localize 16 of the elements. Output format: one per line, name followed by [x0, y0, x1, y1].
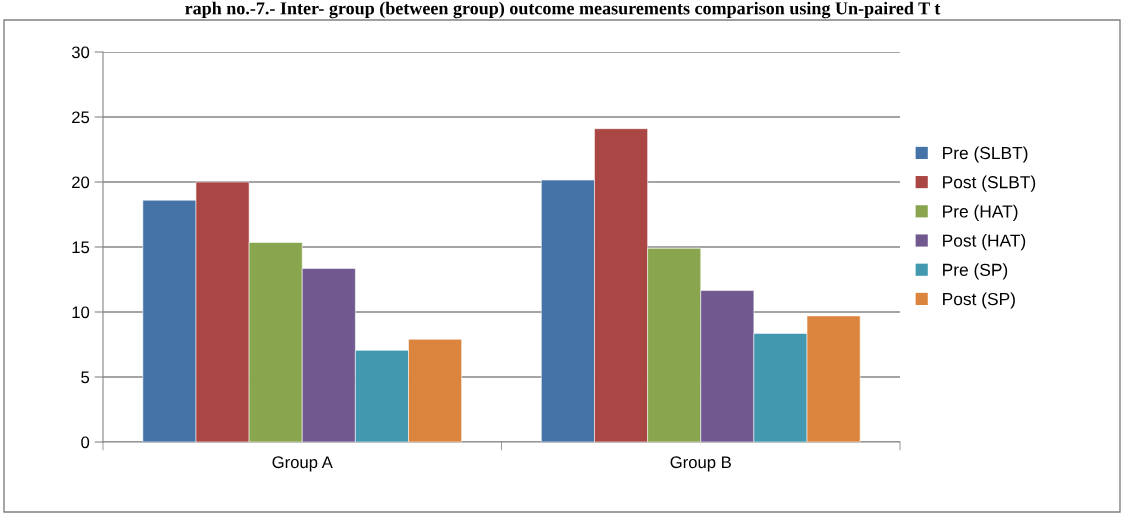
y-tick-label: 0 — [81, 436, 90, 449]
y-tick-label: 10 — [72, 306, 90, 319]
legend-label: Pre (SP) — [943, 263, 1008, 280]
x-tick-label: Group A — [272, 456, 333, 472]
y-tick-label: 15 — [72, 241, 90, 254]
x-tick-label: Group B — [670, 456, 731, 472]
y-tick-label: 30 — [71, 46, 90, 59]
chart-title: raph no.-7.- Inter- group (between group) outcome measurements comparison using Un-paired T t — [185, 1, 941, 19]
y-tick-label: 25 — [72, 111, 90, 124]
y-tick-label: 20 — [72, 176, 90, 189]
legend-label: Post (SLBT) — [943, 175, 1036, 192]
y-tick-label: 5 — [81, 371, 90, 384]
legend-label: Pre (SLBT) — [943, 146, 1028, 163]
legend-label: Pre (HAT) — [943, 204, 1018, 221]
legend-label: Post (SP) — [943, 292, 1015, 309]
legend-label: Post (HAT) — [943, 234, 1026, 251]
